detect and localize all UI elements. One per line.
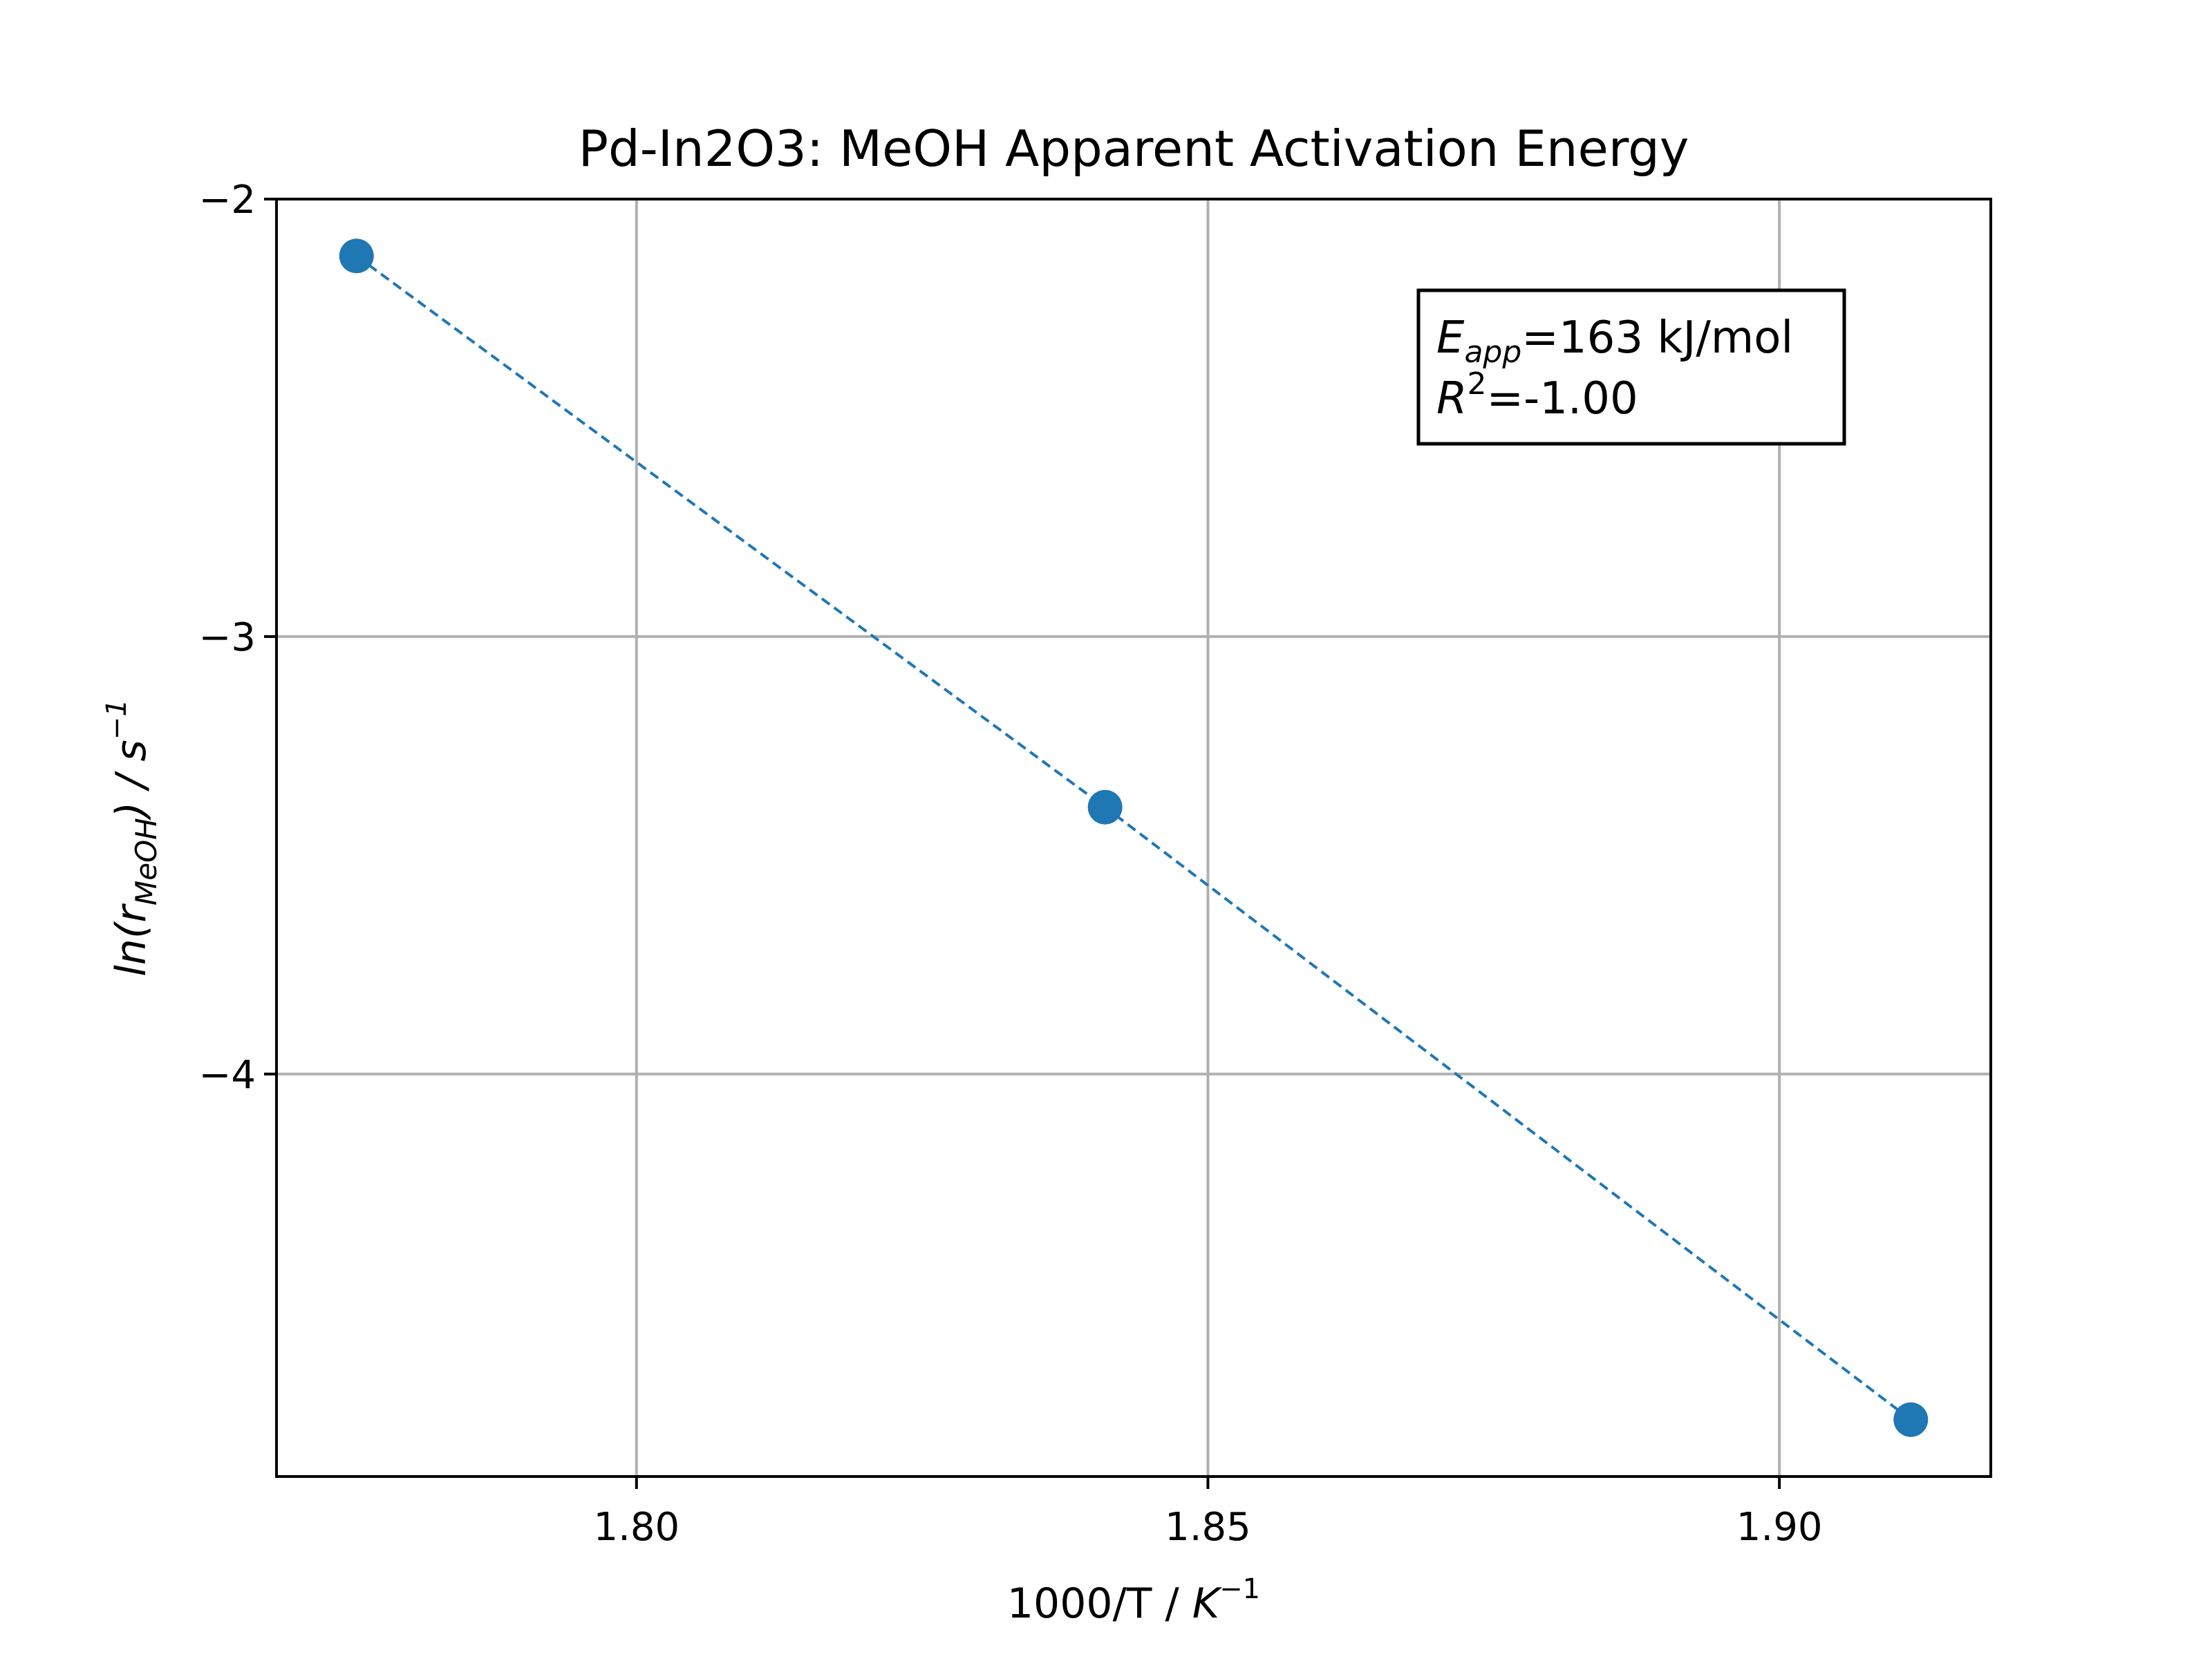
x-tick-label: 1.90 [1736, 1505, 1823, 1550]
data-point [1087, 789, 1123, 825]
y-axis-label: ln(rMeOH) / s−1 [101, 699, 163, 977]
y-tick-label: −4 [198, 1053, 256, 1098]
data-point [339, 238, 374, 274]
y-tick-label: −2 [198, 178, 256, 223]
activation-energy-text: Eapp=163 kJ/mol [1436, 312, 1793, 370]
y-tick-label: −3 [198, 615, 256, 660]
data-series [339, 238, 1929, 1437]
x-tick-label: 1.85 [1165, 1505, 1251, 1550]
annotation-frame [1416, 288, 1846, 446]
x-axis-label: 1000/T / K−1 [1007, 1573, 1260, 1628]
x-tick-label: 1.80 [593, 1505, 679, 1550]
chart-title: Pd-In2O3: MeOH Apparent Activation Energ… [579, 120, 1689, 178]
r-squared-text: R2=-1.00 [1436, 366, 1638, 424]
annotation-box: Eapp=163 kJ/mol R2=-1.00 [1416, 288, 1846, 446]
ticks: 1.80 1.85 1.90 −2 −3 −4 [198, 178, 1822, 1550]
plot-frame [275, 198, 1992, 1478]
data-point [1893, 1402, 1929, 1437]
